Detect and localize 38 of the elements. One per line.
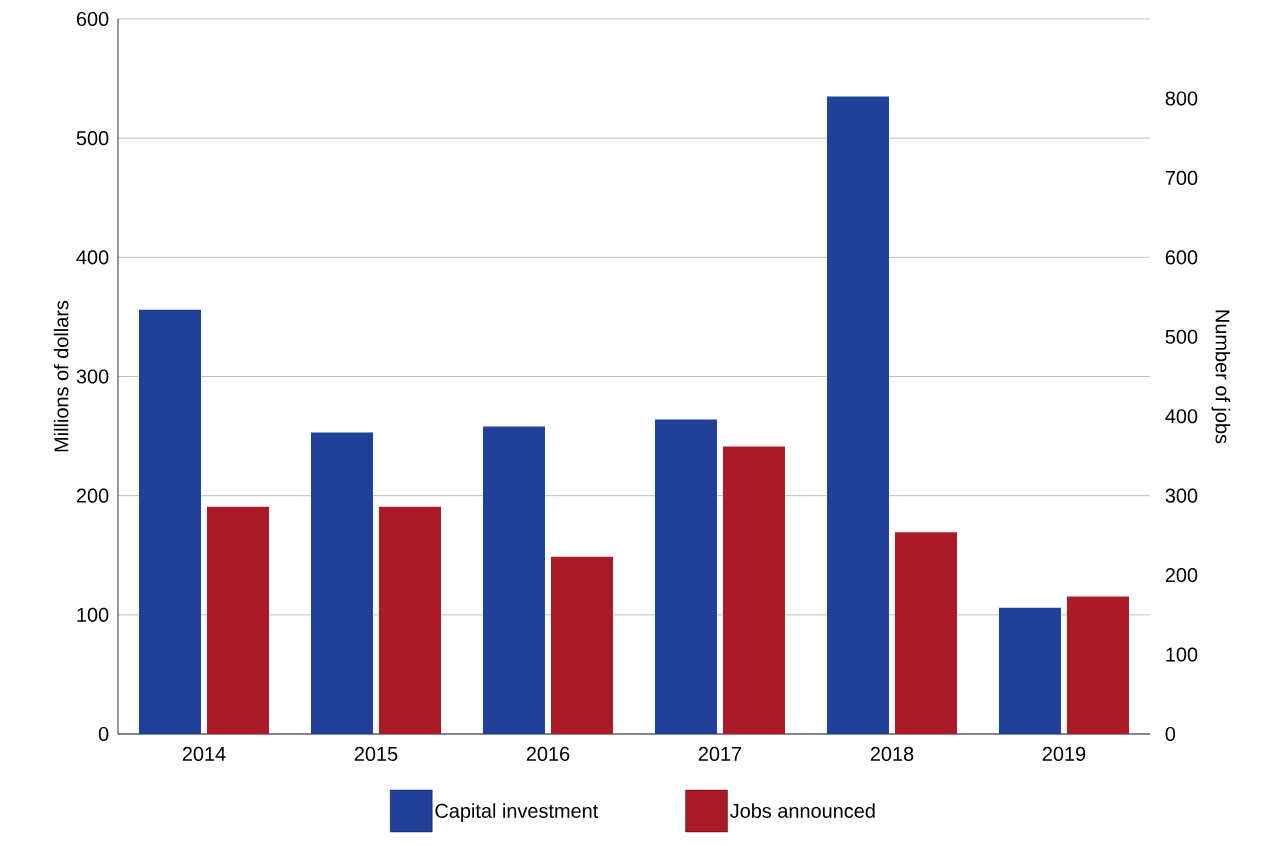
y-tick-label: 400: [76, 250, 109, 265]
y2-tick-label: 500: [1165, 329, 1198, 344]
y-tick-label: 500: [76, 131, 109, 146]
legend-label: Capital investment: [435, 803, 599, 822]
bar: [826, 96, 889, 734]
y2-tick-label: 0: [1165, 726, 1176, 742]
bar: [379, 506, 441, 734]
bar: [1066, 596, 1129, 734]
x-tick-label: 2016: [526, 746, 570, 761]
y2-tick-label: 600: [1165, 250, 1198, 265]
x-tick-label: 2015: [354, 746, 398, 761]
y-axis-title: Millions of dollars: [53, 300, 69, 452]
y2-axis-title: Number of jobs: [1211, 310, 1231, 444]
bar: [207, 506, 269, 734]
bar: [894, 532, 957, 734]
y2-tick-label: 200: [1165, 568, 1198, 583]
bar: [139, 309, 201, 734]
y2-tick-label: 700: [1165, 170, 1198, 185]
x-tick-label: 2014: [182, 746, 226, 761]
y2-tick-label: 300: [1165, 488, 1198, 503]
y2-tick-label: 400: [1165, 409, 1198, 424]
x-tick-label: 2018: [870, 746, 914, 761]
bar: [998, 607, 1061, 734]
y-tick-label: 300: [76, 369, 109, 384]
y-tick-label: 600: [76, 11, 109, 27]
legend-label: Jobs announced: [730, 803, 875, 818]
bar: [310, 432, 373, 734]
x-tick-label: 2019: [1042, 746, 1086, 761]
y-tick-label: 100: [77, 607, 109, 622]
bar: [722, 446, 785, 734]
y2-tick-label: 800: [1165, 91, 1198, 106]
bar: [654, 419, 717, 734]
y-tick-label: 200: [76, 488, 109, 503]
y-tick-label: 0: [98, 726, 109, 742]
x-tick-label: 2017: [698, 746, 742, 761]
y2-tick-label: 100: [1166, 647, 1198, 662]
bar: [550, 556, 613, 734]
bar: [482, 426, 545, 734]
